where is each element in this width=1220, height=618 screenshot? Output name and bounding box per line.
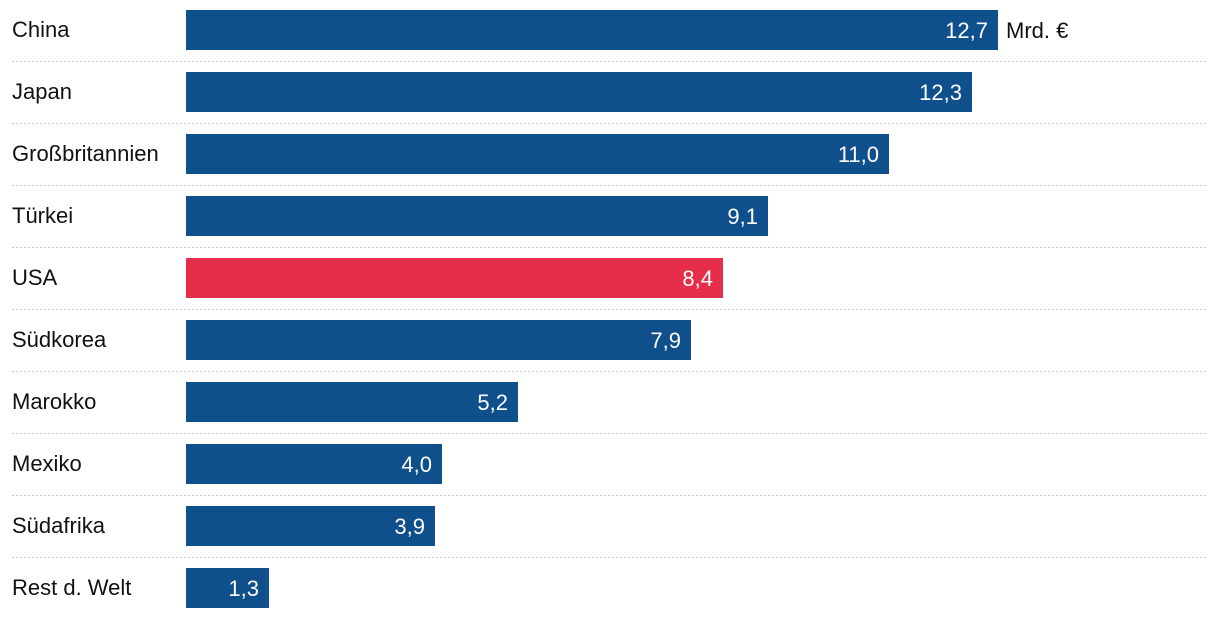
value-label: 12,3: [919, 80, 962, 105]
category-label: Südkorea: [12, 327, 107, 352]
category-label: China: [12, 17, 70, 42]
value-label: 9,1: [727, 204, 758, 229]
category-label: Marokko: [12, 389, 96, 414]
value-label: 12,7: [945, 18, 988, 43]
value-label: 5,2: [477, 390, 508, 415]
category-label: Türkei: [12, 203, 73, 228]
category-label: Rest d. Welt: [12, 575, 131, 600]
bar: [186, 10, 998, 50]
unit-label: Mrd. €: [1006, 18, 1068, 43]
bar: [186, 72, 972, 112]
bar: [186, 568, 269, 608]
category-label: Großbritannien: [12, 141, 159, 166]
bar: [186, 196, 768, 236]
category-label: Südafrika: [12, 513, 106, 538]
bar: [186, 382, 518, 422]
value-label: 7,9: [650, 328, 681, 353]
value-label: 8,4: [682, 266, 713, 291]
value-label: 4,0: [401, 452, 432, 477]
value-label: 11,0: [838, 142, 879, 167]
bar: [186, 444, 442, 484]
category-label: Japan: [12, 79, 72, 104]
value-label: 1,3: [228, 576, 259, 601]
bar: [186, 134, 889, 174]
bar-highlight: [186, 258, 723, 298]
value-label: 3,9: [394, 514, 425, 539]
category-label: Mexiko: [12, 451, 82, 476]
bar: [186, 320, 691, 360]
bar: [186, 506, 435, 546]
category-label: USA: [12, 265, 58, 290]
